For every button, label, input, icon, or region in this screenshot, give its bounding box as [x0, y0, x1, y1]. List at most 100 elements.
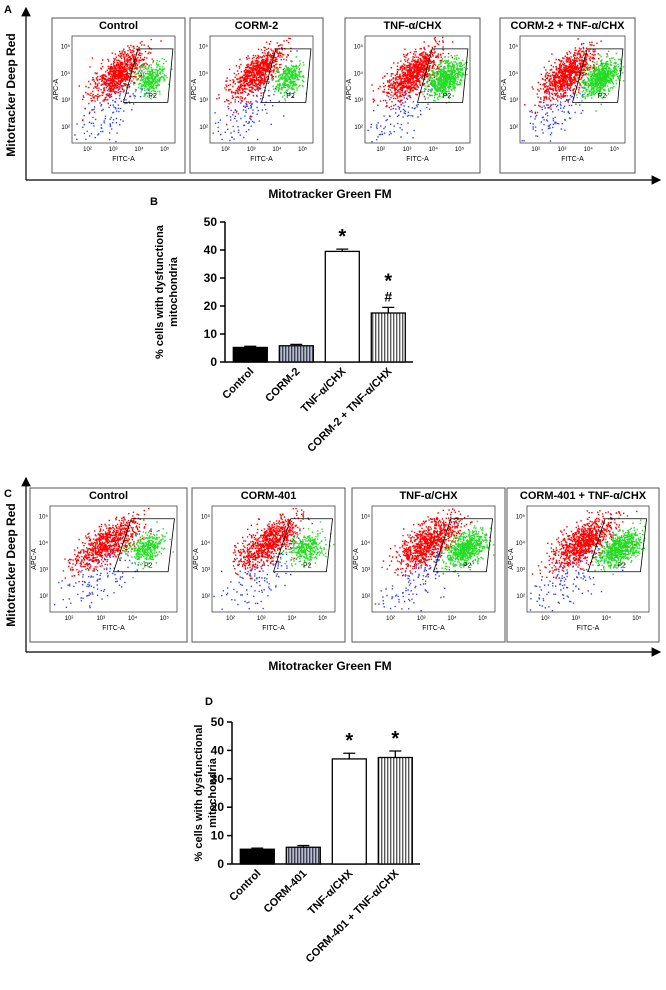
gate-label: P2 — [617, 562, 626, 569]
plot-title: Control — [99, 20, 138, 32]
green-events — [422, 54, 469, 104]
green-events — [278, 518, 335, 568]
x-tick-label: TNF-α/CHX — [299, 365, 349, 415]
y-tick-label: 10³ — [516, 568, 525, 574]
plot-title: CORM-2 + TNF-α/CHX — [510, 20, 625, 32]
gate-label: P2 — [598, 93, 607, 100]
y-tick-label: 30 — [204, 271, 218, 285]
y-tick-label: 10² — [354, 125, 363, 131]
y-axis-label: mitochondria — [207, 757, 219, 828]
gate-label: P2 — [463, 562, 472, 569]
y-tick-label: 10³ — [201, 568, 210, 574]
plot-title: CORM-401 + TNF-α/CHX — [520, 490, 647, 502]
error-bar — [343, 752, 356, 759]
x-tick-label: Control — [220, 366, 256, 402]
bar — [370, 312, 406, 363]
x-tick-label: 10⁴ — [287, 615, 297, 622]
x-axis-label: FITC-A — [250, 156, 273, 163]
x-tick-label: 10⁴ — [447, 615, 457, 622]
x-tick-label: 10⁴ — [602, 615, 612, 622]
x-axis-label: FITC-A — [561, 156, 584, 163]
bar — [331, 758, 367, 865]
annotation: * — [384, 270, 392, 292]
bar — [278, 345, 314, 363]
gate — [272, 518, 333, 573]
plot-frame — [51, 17, 186, 174]
green-events — [436, 520, 495, 575]
x-tick-label: 10⁴ — [429, 146, 439, 153]
plot-area — [364, 35, 471, 144]
plot-area — [526, 505, 650, 613]
x-tick-label: 10² — [376, 147, 385, 153]
y-tick-label: 10⁵ — [354, 44, 364, 51]
y-tick-label: 10⁵ — [61, 44, 71, 51]
y-tick-label: 10⁴ — [361, 540, 371, 547]
x-tick-label: 10³ — [247, 147, 256, 153]
x-tick-label: TNF-α/CHX — [306, 867, 356, 917]
x-tick-label: 10⁵ — [610, 146, 620, 153]
y-tick-label: 10⁴ — [201, 540, 211, 547]
y-tick-label: 10² — [201, 594, 210, 600]
plot-title: TNF-α/CHX — [383, 20, 442, 32]
plot-area — [519, 35, 626, 144]
y-tick-label: 10⁴ — [199, 70, 209, 77]
y-tick-label: 10² — [516, 594, 525, 600]
x-tick-label: 10³ — [109, 147, 118, 153]
y-axis-label: APC-A — [501, 78, 508, 100]
gate — [432, 518, 493, 573]
y-tick-label: 10³ — [199, 98, 208, 104]
plot-area — [49, 505, 178, 613]
plot-frame — [506, 487, 660, 643]
gate — [571, 48, 624, 103]
bar — [239, 848, 275, 865]
plot-area — [371, 505, 496, 613]
y-tick-label: 10³ — [39, 568, 48, 574]
x-tick-label: 10⁵ — [318, 615, 328, 622]
x-tick-label: CORM-401 + TNF-α/CHX — [304, 867, 402, 965]
plot-area — [211, 505, 336, 613]
error-bar — [290, 343, 303, 346]
plot-area — [209, 35, 314, 144]
x-tick-label: 10² — [226, 616, 235, 622]
plot-frame — [351, 487, 506, 643]
y-tick-label: 10⁴ — [509, 70, 519, 77]
y-axis-label: % cells with dysfunctional — [193, 725, 205, 862]
y-tick-label: 10³ — [61, 98, 70, 104]
panel-label: A — [4, 4, 12, 16]
x-tick-label: 10⁴ — [272, 146, 282, 153]
panel-label: B — [150, 196, 158, 208]
x-tick-label: Control — [227, 868, 263, 904]
y-tick-label: 10² — [361, 594, 370, 600]
plot-title: CORM-2 — [235, 20, 278, 32]
y-tick-label: 10² — [509, 125, 518, 131]
blue-events — [521, 59, 601, 142]
y-tick-label: 10³ — [509, 98, 518, 104]
gate-label: P2 — [303, 562, 312, 569]
x-tick-label: 10⁴ — [128, 615, 138, 622]
gate — [260, 48, 312, 103]
error-bar — [389, 750, 402, 758]
x-tick-label: 10⁴ — [584, 146, 594, 153]
error-bar — [336, 248, 349, 252]
error-bar — [244, 345, 257, 348]
red-events — [221, 507, 310, 583]
gate — [122, 48, 174, 103]
y-tick-label: 10⁴ — [516, 540, 526, 547]
bar — [377, 756, 413, 865]
x-tick-label: 10⁵ — [160, 146, 170, 153]
y-axis-label: % cells with dysfunctiona — [154, 224, 166, 359]
y-axis-label: APC-A — [508, 548, 515, 570]
x-axis-label: FITC-A — [102, 625, 125, 632]
bar — [232, 346, 268, 363]
annotation: # — [384, 288, 392, 304]
x-tick-label: 10³ — [571, 616, 580, 622]
x-axis-label: FITC-A — [406, 156, 429, 163]
x-tick-label: 10² — [83, 147, 92, 153]
y-tick-label: 10⁴ — [39, 540, 49, 547]
x-tick-label: 10⁵ — [478, 615, 488, 622]
y-tick-label: 10 — [211, 829, 225, 843]
x-axis-label: Mitotracker Green FM — [268, 659, 391, 673]
bar — [285, 846, 321, 865]
gate — [587, 518, 648, 573]
